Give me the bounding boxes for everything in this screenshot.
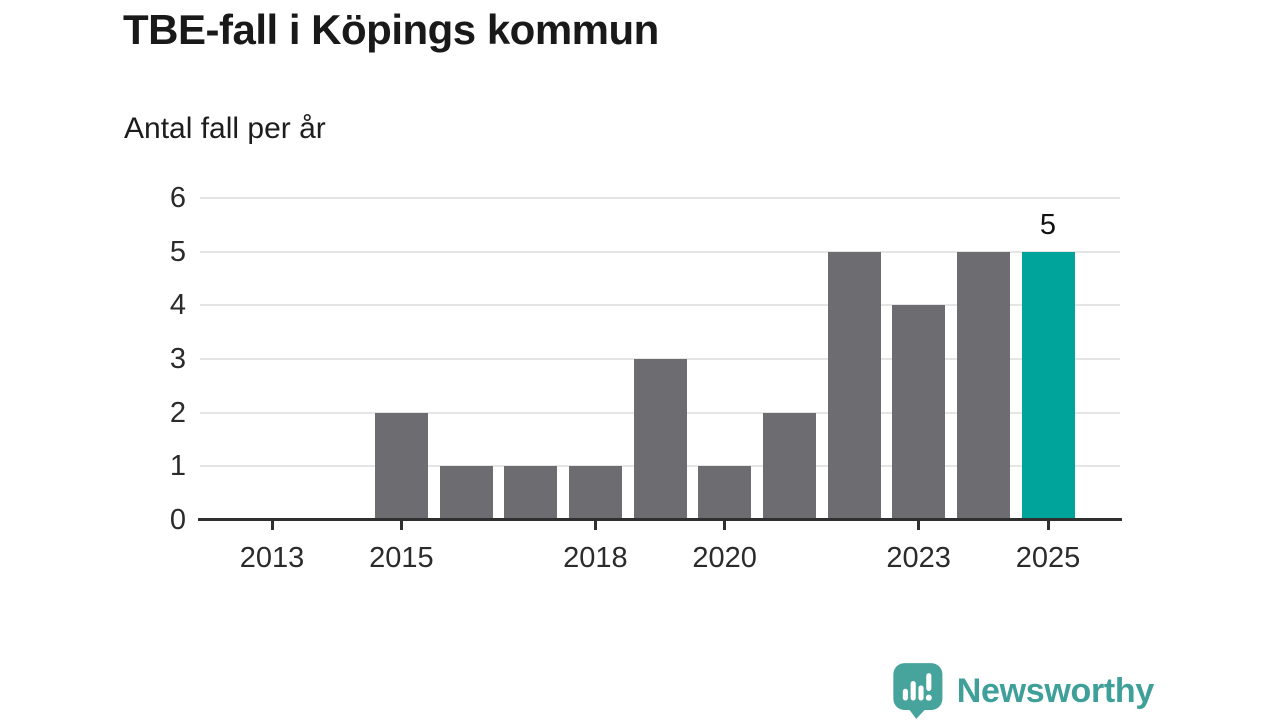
chart-subtitle: Antal fall per år bbox=[124, 112, 326, 145]
bar-value-label: 5 bbox=[1039, 208, 1057, 241]
newsworthy-logo: Newsworthy bbox=[892, 662, 1154, 720]
chart-title: TBE-fall i Köpings kommun bbox=[123, 6, 659, 53]
x-axis-tick bbox=[270, 521, 274, 530]
y-axis-tick-label: 1 bbox=[169, 450, 186, 483]
y-axis-tick-label: 4 bbox=[169, 289, 186, 322]
x-axis-tick bbox=[399, 521, 403, 530]
y-axis-tick-label: 5 bbox=[169, 235, 186, 268]
y-axis-tick-label: 3 bbox=[169, 343, 186, 375]
bar bbox=[374, 412, 428, 520]
x-axis-tick-label: 2025 bbox=[1015, 542, 1081, 574]
x-axis-tick-label: 2023 bbox=[886, 542, 951, 574]
bar bbox=[892, 305, 946, 520]
gridline bbox=[200, 197, 1120, 199]
x-axis-tick-label: 2015 bbox=[369, 542, 434, 574]
bar bbox=[956, 251, 1010, 520]
bar bbox=[568, 466, 622, 520]
x-axis-tick-label: 2013 bbox=[239, 542, 305, 574]
gridline bbox=[200, 304, 1120, 307]
bar bbox=[827, 251, 881, 520]
x-axis-tick bbox=[1046, 521, 1050, 530]
bar bbox=[762, 412, 816, 520]
gridline bbox=[200, 250, 1120, 253]
x-axis-tick bbox=[723, 521, 727, 530]
y-axis-tick-label: 2 bbox=[169, 396, 186, 429]
bar-highlighted bbox=[1021, 251, 1075, 520]
bar bbox=[698, 466, 752, 520]
bar bbox=[504, 466, 558, 520]
y-axis-tick-label: 0 bbox=[169, 504, 186, 536]
x-axis-tick bbox=[917, 521, 921, 530]
bar bbox=[633, 359, 687, 520]
bar bbox=[439, 466, 493, 520]
x-axis-tick-label: 2018 bbox=[563, 542, 628, 574]
x-axis-tick bbox=[593, 521, 597, 530]
newsworthy-logo-icon bbox=[893, 663, 943, 719]
newsworthy-logo-text: Newsworthy bbox=[956, 671, 1155, 710]
x-axis-tick-label: 2020 bbox=[692, 542, 757, 574]
y-axis-tick-label: 6 bbox=[169, 182, 186, 214]
x-axis-line bbox=[198, 518, 1122, 521]
